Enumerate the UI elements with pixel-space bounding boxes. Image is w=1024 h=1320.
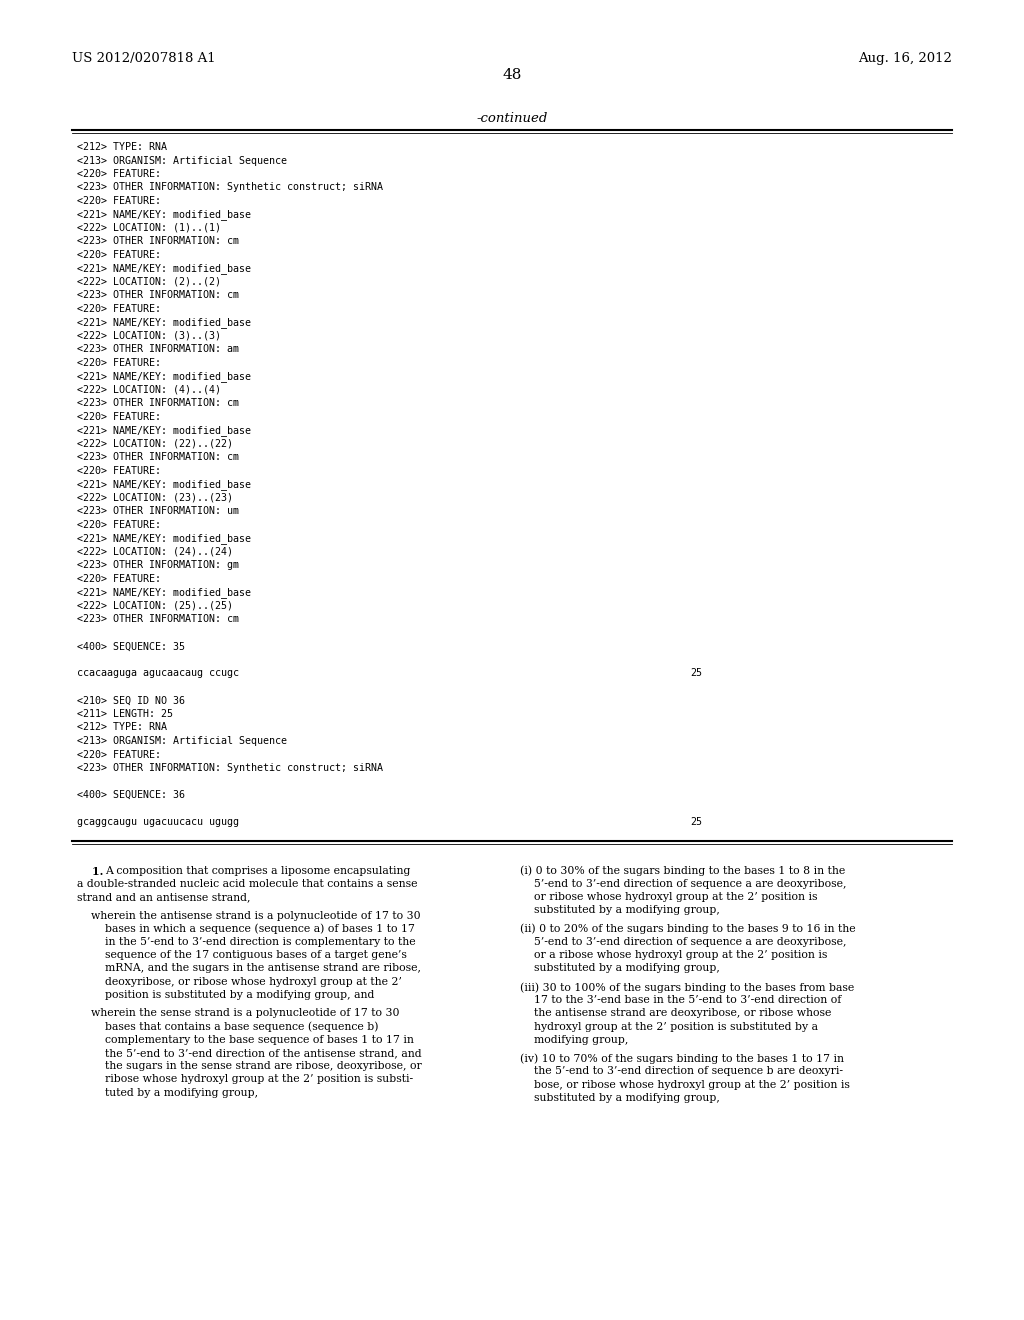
Text: <221> NAME/KEY: modified_base: <221> NAME/KEY: modified_base: [77, 264, 251, 275]
Text: (ii) 0 to 20% of the sugars binding to the bases 9 to 16 in the: (ii) 0 to 20% of the sugars binding to t…: [520, 924, 856, 935]
Text: 48: 48: [503, 69, 521, 82]
Text: complementary to the base sequence of bases 1 to 17 in: complementary to the base sequence of ba…: [77, 1035, 414, 1044]
Text: <220> FEATURE:: <220> FEATURE:: [77, 520, 161, 531]
Text: <220> FEATURE:: <220> FEATURE:: [77, 195, 161, 206]
Text: <400> SEQUENCE: 35: <400> SEQUENCE: 35: [77, 642, 185, 652]
Text: sequence of the 17 contiguous bases of a target gene’s: sequence of the 17 contiguous bases of a…: [77, 950, 407, 960]
Text: strand and an antisense strand,: strand and an antisense strand,: [77, 892, 251, 902]
Text: mRNA, and the sugars in the antisense strand are ribose,: mRNA, and the sugars in the antisense st…: [77, 964, 421, 973]
Text: <222> LOCATION: (4)..(4): <222> LOCATION: (4)..(4): [77, 385, 221, 395]
Text: ccacaaguga agucaacaug ccugc: ccacaaguga agucaacaug ccugc: [77, 668, 239, 678]
Text: <223> OTHER INFORMATION: am: <223> OTHER INFORMATION: am: [77, 345, 239, 355]
Text: a double-stranded nucleic acid molecule that contains a sense: a double-stranded nucleic acid molecule …: [77, 879, 418, 888]
Text: <223> OTHER INFORMATION: um: <223> OTHER INFORMATION: um: [77, 507, 239, 516]
Text: wherein the sense strand is a polynucleotide of 17 to 30: wherein the sense strand is a polynucleo…: [77, 1008, 399, 1018]
Text: <212> TYPE: RNA: <212> TYPE: RNA: [77, 722, 167, 733]
Text: -continued: -continued: [476, 112, 548, 125]
Text: <221> NAME/KEY: modified_base: <221> NAME/KEY: modified_base: [77, 318, 251, 329]
Text: the 5’-end to 3’-end direction of sequence b are deoxyri-: the 5’-end to 3’-end direction of sequen…: [520, 1067, 843, 1076]
Text: <223> OTHER INFORMATION: gm: <223> OTHER INFORMATION: gm: [77, 561, 239, 570]
Text: in the 5’-end to 3’-end direction is complementary to the: in the 5’-end to 3’-end direction is com…: [77, 937, 416, 946]
Text: (iii) 30 to 100% of the sugars binding to the bases from base: (iii) 30 to 100% of the sugars binding t…: [520, 982, 854, 993]
Text: (iv) 10 to 70% of the sugars binding to the bases 1 to 17 in: (iv) 10 to 70% of the sugars binding to …: [520, 1053, 844, 1064]
Text: 25: 25: [690, 668, 702, 678]
Text: <222> LOCATION: (3)..(3): <222> LOCATION: (3)..(3): [77, 331, 221, 341]
Text: Aug. 16, 2012: Aug. 16, 2012: [858, 51, 952, 65]
Text: substituted by a modifying group,: substituted by a modifying group,: [520, 1093, 720, 1102]
Text: position is substituted by a modifying group, and: position is substituted by a modifying g…: [77, 990, 375, 999]
Text: bases in which a sequence (sequence a) of bases 1 to 17: bases in which a sequence (sequence a) o…: [77, 924, 415, 935]
Text: <222> LOCATION: (24)..(24): <222> LOCATION: (24)..(24): [77, 546, 233, 557]
Text: <223> OTHER INFORMATION: Synthetic construct; siRNA: <223> OTHER INFORMATION: Synthetic const…: [77, 763, 383, 774]
Text: <221> NAME/KEY: modified_base: <221> NAME/KEY: modified_base: [77, 371, 251, 383]
Text: <220> FEATURE:: <220> FEATURE:: [77, 249, 161, 260]
Text: US 2012/0207818 A1: US 2012/0207818 A1: [72, 51, 216, 65]
Text: the antisense strand are deoxyribose, or ribose whose: the antisense strand are deoxyribose, or…: [520, 1008, 831, 1018]
Text: 17 to the 3’-end base in the 5’-end to 3’-end direction of: 17 to the 3’-end base in the 5’-end to 3…: [520, 995, 842, 1005]
Text: ribose whose hydroxyl group at the 2’ position is substi-: ribose whose hydroxyl group at the 2’ po…: [77, 1074, 413, 1084]
Text: <220> FEATURE:: <220> FEATURE:: [77, 304, 161, 314]
Text: <222> LOCATION: (1)..(1): <222> LOCATION: (1)..(1): [77, 223, 221, 234]
Text: <213> ORGANISM: Artificial Sequence: <213> ORGANISM: Artificial Sequence: [77, 156, 287, 165]
Text: substituted by a modifying group,: substituted by a modifying group,: [520, 906, 720, 915]
Text: or a ribose whose hydroxyl group at the 2’ position is: or a ribose whose hydroxyl group at the …: [520, 950, 827, 960]
Text: <223> OTHER INFORMATION: cm: <223> OTHER INFORMATION: cm: [77, 290, 239, 301]
Text: bose, or ribose whose hydroxyl group at the 2’ position is: bose, or ribose whose hydroxyl group at …: [520, 1080, 850, 1089]
Text: hydroxyl group at the 2’ position is substituted by a: hydroxyl group at the 2’ position is sub…: [520, 1022, 818, 1031]
Text: (i) 0 to 30% of the sugars binding to the bases 1 to 8 in the: (i) 0 to 30% of the sugars binding to th…: [520, 866, 845, 876]
Text: modifying group,: modifying group,: [520, 1035, 629, 1044]
Text: <223> OTHER INFORMATION: cm: <223> OTHER INFORMATION: cm: [77, 399, 239, 408]
Text: <213> ORGANISM: Artificial Sequence: <213> ORGANISM: Artificial Sequence: [77, 737, 287, 746]
Text: 1.: 1.: [77, 866, 108, 876]
Text: <221> NAME/KEY: modified_base: <221> NAME/KEY: modified_base: [77, 587, 251, 598]
Text: <220> FEATURE:: <220> FEATURE:: [77, 750, 161, 759]
Text: the 5’-end to 3’-end direction of the antisense strand, and: the 5’-end to 3’-end direction of the an…: [77, 1048, 422, 1057]
Text: <222> LOCATION: (2)..(2): <222> LOCATION: (2)..(2): [77, 277, 221, 286]
Text: <221> NAME/KEY: modified_base: <221> NAME/KEY: modified_base: [77, 210, 251, 220]
Text: <222> LOCATION: (25)..(25): <222> LOCATION: (25)..(25): [77, 601, 233, 611]
Text: <223> OTHER INFORMATION: cm: <223> OTHER INFORMATION: cm: [77, 453, 239, 462]
Text: 5’-end to 3’-end direction of sequence a are deoxyribose,: 5’-end to 3’-end direction of sequence a…: [520, 879, 847, 888]
Text: <220> FEATURE:: <220> FEATURE:: [77, 574, 161, 583]
Text: gcaggcaugu ugacuucacu ugugg: gcaggcaugu ugacuucacu ugugg: [77, 817, 239, 828]
Text: <221> NAME/KEY: modified_base: <221> NAME/KEY: modified_base: [77, 479, 251, 491]
Text: 5’-end to 3’-end direction of sequence a are deoxyribose,: 5’-end to 3’-end direction of sequence a…: [520, 937, 847, 946]
Text: wherein the antisense strand is a polynucleotide of 17 to 30: wherein the antisense strand is a polynu…: [77, 911, 421, 920]
Text: <223> OTHER INFORMATION: Synthetic construct; siRNA: <223> OTHER INFORMATION: Synthetic const…: [77, 182, 383, 193]
Text: <223> OTHER INFORMATION: cm: <223> OTHER INFORMATION: cm: [77, 615, 239, 624]
Text: <212> TYPE: RNA: <212> TYPE: RNA: [77, 143, 167, 152]
Text: the sugars in the sense strand are ribose, deoxyribose, or: the sugars in the sense strand are ribos…: [77, 1061, 422, 1071]
Text: <221> NAME/KEY: modified_base: <221> NAME/KEY: modified_base: [77, 425, 251, 437]
Text: deoxyribose, or ribose whose hydroxyl group at the 2’: deoxyribose, or ribose whose hydroxyl gr…: [77, 977, 401, 986]
Text: or ribose whose hydroxyl group at the 2’ position is: or ribose whose hydroxyl group at the 2’…: [520, 892, 817, 902]
Text: tuted by a modifying group,: tuted by a modifying group,: [77, 1088, 258, 1097]
Text: A composition that comprises a liposome encapsulating: A composition that comprises a liposome …: [105, 866, 411, 875]
Text: <222> LOCATION: (22)..(22): <222> LOCATION: (22)..(22): [77, 440, 233, 449]
Text: <400> SEQUENCE: 36: <400> SEQUENCE: 36: [77, 789, 185, 800]
Text: <223> OTHER INFORMATION: cm: <223> OTHER INFORMATION: cm: [77, 236, 239, 247]
Text: substituted by a modifying group,: substituted by a modifying group,: [520, 964, 720, 973]
Text: <210> SEQ ID NO 36: <210> SEQ ID NO 36: [77, 696, 185, 705]
Text: <222> LOCATION: (23)..(23): <222> LOCATION: (23)..(23): [77, 492, 233, 503]
Text: <220> FEATURE:: <220> FEATURE:: [77, 169, 161, 180]
Text: <220> FEATURE:: <220> FEATURE:: [77, 466, 161, 477]
Text: <220> FEATURE:: <220> FEATURE:: [77, 358, 161, 368]
Text: <211> LENGTH: 25: <211> LENGTH: 25: [77, 709, 173, 719]
Text: <221> NAME/KEY: modified_base: <221> NAME/KEY: modified_base: [77, 533, 251, 544]
Text: <220> FEATURE:: <220> FEATURE:: [77, 412, 161, 422]
Text: bases that contains a base sequence (sequence b): bases that contains a base sequence (seq…: [77, 1022, 379, 1032]
Text: 25: 25: [690, 817, 702, 828]
